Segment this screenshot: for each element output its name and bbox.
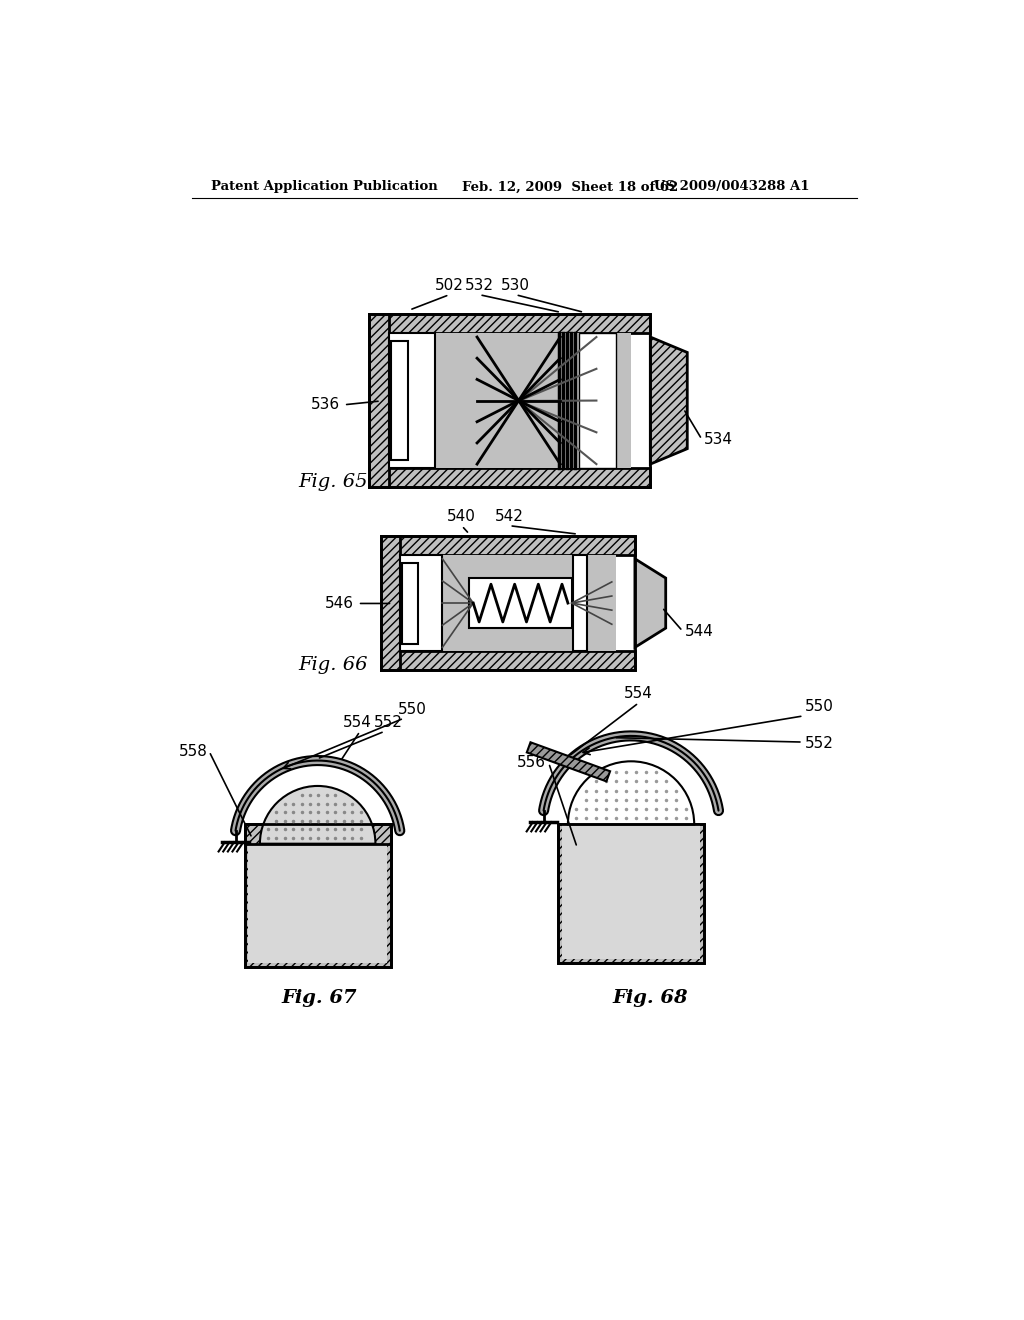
Bar — [370, 314, 388, 487]
Text: US 2009/0043288 A1: US 2009/0043288 A1 — [654, 181, 810, 194]
Text: 552: 552 — [805, 737, 834, 751]
Polygon shape — [650, 337, 687, 465]
Bar — [245, 825, 391, 966]
Text: Feb. 12, 2009  Sheet 18 of 62: Feb. 12, 2009 Sheet 18 of 62 — [462, 181, 678, 194]
Wedge shape — [568, 762, 694, 825]
Bar — [573, 554, 587, 651]
Text: 554: 554 — [343, 714, 372, 730]
Bar — [435, 333, 473, 469]
Polygon shape — [635, 558, 666, 647]
Text: 556: 556 — [517, 755, 547, 771]
Bar — [442, 554, 615, 651]
Text: Patent Application Publication: Patent Application Publication — [211, 181, 438, 194]
Text: Fig. 66: Fig. 66 — [298, 656, 368, 675]
Bar — [388, 333, 435, 469]
Text: 540: 540 — [447, 510, 476, 524]
Text: 558: 558 — [178, 743, 208, 759]
Bar — [400, 554, 442, 651]
Bar — [579, 333, 615, 469]
Bar — [558, 825, 705, 964]
Bar — [381, 651, 635, 671]
Bar — [245, 825, 391, 843]
Bar — [370, 314, 650, 333]
Bar — [435, 333, 631, 469]
Text: 544: 544 — [685, 623, 714, 639]
Bar — [391, 341, 408, 461]
Text: 536: 536 — [311, 397, 340, 412]
Text: 552: 552 — [374, 714, 403, 730]
Text: 550: 550 — [398, 702, 427, 717]
Text: Fig. 67: Fig. 67 — [282, 989, 357, 1007]
Text: Fig. 65: Fig. 65 — [298, 473, 368, 491]
Text: 546: 546 — [325, 595, 354, 611]
Text: 554: 554 — [625, 686, 653, 701]
Bar — [402, 562, 418, 644]
Bar — [381, 536, 635, 671]
Bar — [562, 825, 700, 960]
Bar — [249, 843, 387, 964]
Bar — [370, 314, 650, 487]
Text: Fig. 68: Fig. 68 — [612, 989, 688, 1007]
Bar — [381, 536, 635, 554]
Text: 550: 550 — [805, 700, 834, 714]
Bar — [558, 825, 705, 964]
Polygon shape — [526, 742, 610, 781]
Wedge shape — [260, 785, 376, 843]
Text: 502: 502 — [435, 279, 464, 293]
Text: 530: 530 — [501, 279, 530, 293]
Text: 534: 534 — [705, 432, 733, 447]
Bar — [245, 825, 391, 966]
Bar — [370, 469, 650, 487]
Text: 542: 542 — [495, 510, 524, 524]
Text: 532: 532 — [465, 279, 494, 293]
Bar — [469, 578, 571, 628]
Bar — [381, 536, 400, 671]
